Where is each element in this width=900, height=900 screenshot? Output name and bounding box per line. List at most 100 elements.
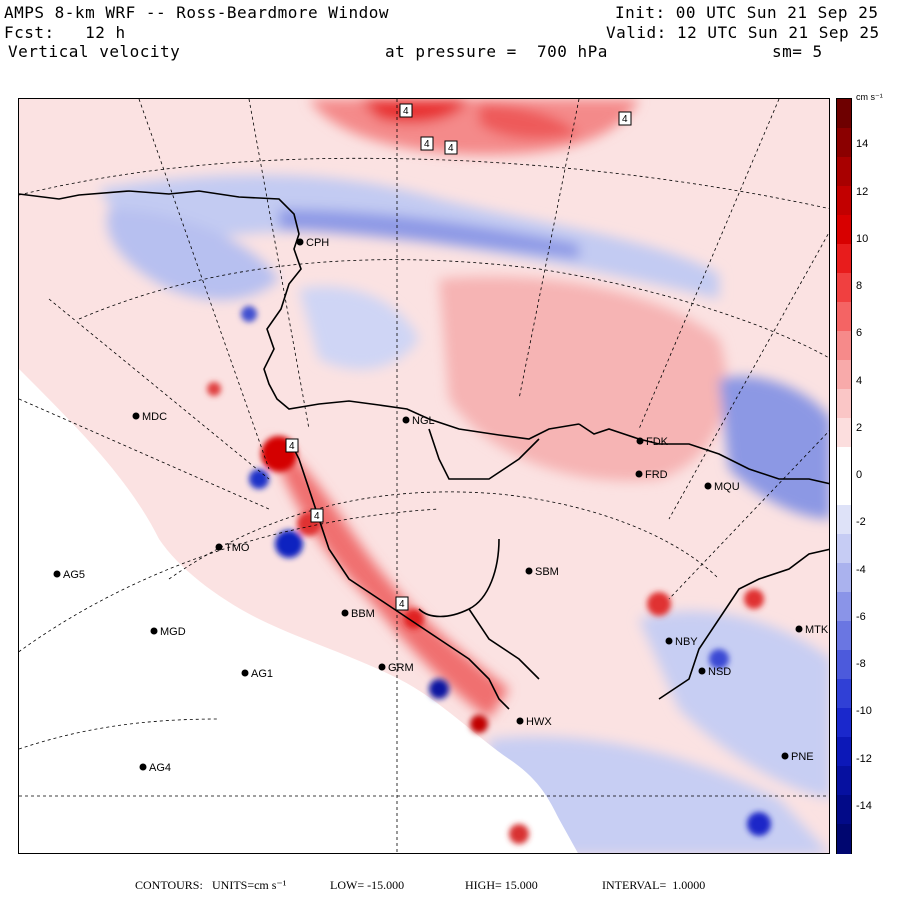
- station-marker: [525, 567, 533, 575]
- colorbar-tick-label: -6: [856, 610, 866, 623]
- contours-interval: INTERVAL= 1.0000: [602, 878, 706, 892]
- svg-text:4: 4: [424, 139, 430, 150]
- colorbar-segment: [837, 157, 851, 187]
- colorbar-unit: cm s⁻¹: [856, 92, 883, 102]
- field-name: Vertical velocity: [8, 42, 181, 61]
- contours-label: CONTOURS:: [135, 878, 203, 892]
- station-label: BBM: [351, 608, 375, 620]
- colorbar-segment: [837, 476, 851, 506]
- station-mtk: MTK: [795, 624, 829, 636]
- station-bbm: BBM: [341, 608, 375, 620]
- station-marker: [635, 470, 643, 478]
- colorbar-segment: [837, 505, 851, 535]
- station-ngl: NGL: [402, 415, 435, 427]
- smoothing-value: sm= 5: [772, 42, 823, 61]
- station-grm: GRM: [378, 662, 414, 674]
- colorbar-segment: [837, 795, 851, 825]
- vertical-velocity-map[interactable]: 4 4 4 4 4 4 4 CPH NGL MDC FDK FRD MQU AG5 SBM MG…: [19, 99, 830, 854]
- station-hwx: HWX: [516, 716, 552, 728]
- colorbar-tick-label: 6: [856, 327, 863, 340]
- height-marker: 4: [444, 140, 458, 155]
- map-panel[interactable]: 4 4 4 4 4 4 4 CPH NGL MDC FDK FRD MQU AG5 SBM MG…: [18, 98, 830, 854]
- station-marker: [698, 667, 706, 675]
- station-marker: [402, 416, 410, 424]
- height-marker: 4: [420, 136, 434, 151]
- station-sbm: SBM: [525, 566, 559, 578]
- colorbar-segment: [837, 128, 851, 158]
- svg-text:4: 4: [448, 143, 454, 154]
- colorbar-tick-label: 14: [856, 138, 869, 151]
- colorbar-segment: [837, 273, 851, 303]
- station-marker: [795, 625, 803, 633]
- station-fdk: FDK: [636, 436, 669, 448]
- forecast-hour: Fcst: 12 h: [4, 23, 126, 42]
- svg-text:4: 4: [314, 511, 320, 522]
- colorbar-tick-label: -4: [856, 563, 866, 576]
- height-marker: 4: [285, 438, 299, 453]
- station-label: AG4: [149, 762, 171, 774]
- colorbar-segment: [837, 418, 851, 448]
- station-marker: [241, 669, 249, 677]
- svg-text:4: 4: [399, 599, 405, 610]
- station-marker: [704, 482, 712, 490]
- station-marker: [636, 437, 644, 445]
- station-label: NBY: [675, 636, 698, 648]
- station-marker: [781, 752, 789, 760]
- station-nby: NBY: [665, 636, 698, 648]
- station-label: PNE: [791, 751, 814, 763]
- colorbar-tick-label: -12: [856, 752, 872, 765]
- colorbar-tick-label: 8: [856, 280, 863, 292]
- colorbar-tick-label: 4: [856, 374, 863, 387]
- colorbar-segment: [837, 360, 851, 390]
- station-marker: [296, 238, 304, 246]
- station-marker: [150, 627, 158, 635]
- height-marker: 4: [399, 103, 413, 118]
- station-marker: [132, 412, 140, 420]
- station-label: NGL: [412, 415, 435, 427]
- colorbar-segment: [837, 389, 851, 419]
- station-mdc: MDC: [132, 411, 167, 423]
- station-marker: [53, 570, 61, 578]
- station-ag1: AG1: [241, 668, 273, 680]
- station-marker: [215, 543, 223, 551]
- contours-low: LOW= -15.000: [330, 878, 405, 892]
- station-label: MTK: [805, 624, 829, 636]
- stations-layer: CPH NGL MDC FDK FRD MQU AG5 SBM MGD NBY MTK AG1 GRM N…: [53, 237, 829, 774]
- svg-text:4: 4: [622, 114, 628, 125]
- station-nsd: NSD: [698, 666, 731, 678]
- map-title: AMPS 8-km WRF -- Ross-Beardmore Window: [4, 3, 390, 22]
- colorbar-segment: [837, 99, 851, 129]
- station-marker: [516, 717, 524, 725]
- station-label: FDK: [646, 436, 669, 448]
- colorbar-segment: [837, 592, 851, 622]
- station-mgd: MGD: [150, 626, 186, 638]
- height-marker: 4: [618, 111, 632, 126]
- colorbar-segment: [837, 244, 851, 274]
- pressure-level: at pressure = 700 hPa: [385, 42, 608, 61]
- colorbar-tick-label: -8: [856, 658, 866, 670]
- height-marker: 4: [395, 596, 409, 611]
- colorbar-segment: [837, 563, 851, 593]
- coastline: [19, 190, 829, 710]
- no-data-region: [19, 369, 578, 853]
- station-marker: [139, 763, 147, 771]
- init-time: Init: 00 UTC Sun 21 Sep 25: [615, 3, 879, 22]
- colorbar-tick-label: 10: [856, 232, 869, 245]
- station-label: FRD: [645, 469, 668, 481]
- station-label: AG1: [251, 668, 273, 680]
- colorbar-segment: [837, 215, 851, 245]
- station-label: MQU: [714, 481, 740, 493]
- colorbar-segment: [837, 824, 851, 854]
- colorbar-segment: [837, 447, 851, 477]
- station-label: HWX: [526, 716, 552, 728]
- station-marker: [665, 637, 673, 645]
- station-mqu: MQU: [704, 481, 740, 493]
- station-label: CPH: [306, 237, 329, 249]
- colorbar-segment: [837, 650, 851, 680]
- field-shading: [99, 99, 829, 853]
- svg-text:4: 4: [403, 106, 409, 117]
- colorbar-tick-label: -10: [856, 705, 872, 718]
- station-marker: [378, 663, 386, 671]
- colorbar-segment: [837, 708, 851, 738]
- station-label: AG5: [63, 569, 85, 581]
